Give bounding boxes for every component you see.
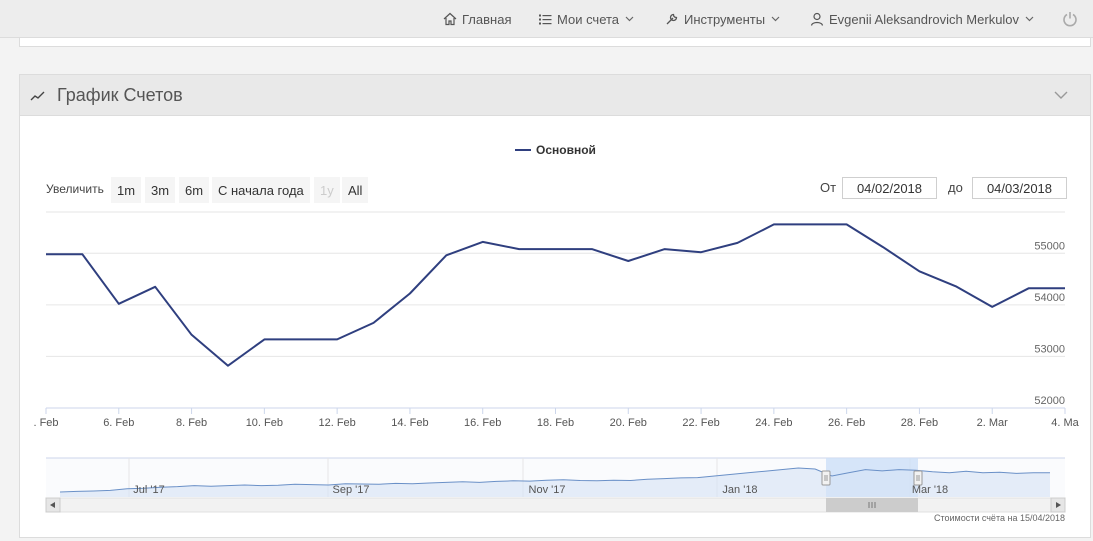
navigator-tick-label: Jan '18 bbox=[722, 484, 757, 496]
previous-panel-bottom bbox=[19, 38, 1091, 47]
x-tick-label: 22. Feb bbox=[682, 417, 719, 429]
zoom-1m-button[interactable]: 1m bbox=[111, 177, 142, 203]
arrow-right-icon bbox=[1056, 502, 1061, 508]
legend-swatch bbox=[515, 149, 531, 151]
zoom-all-button[interactable]: All bbox=[342, 177, 369, 203]
chevron-down-icon[interactable] bbox=[1052, 86, 1070, 104]
x-tick-label: 18. Feb bbox=[537, 417, 574, 429]
nav-accounts-menu[interactable]: Мои счета bbox=[538, 0, 634, 38]
list-icon bbox=[539, 14, 552, 25]
nav-user-label: Evgenii Aleksandrovich Merkulov bbox=[829, 11, 1020, 27]
nav-home-label: Главная bbox=[462, 11, 512, 27]
navigator-tick-label: Sep '17 bbox=[333, 484, 370, 496]
legend-item[interactable]: Основной bbox=[515, 143, 596, 157]
top-navbar: Главная Мои счета Инструменты Evgenii Al… bbox=[0, 0, 1093, 38]
x-tick-label: 26. Feb bbox=[828, 417, 865, 429]
legend-label: Основной bbox=[536, 143, 596, 157]
zoom-ytd-button[interactable]: С начала года bbox=[212, 177, 310, 203]
user-icon bbox=[810, 12, 824, 26]
wrench-icon bbox=[666, 13, 678, 25]
navigator-handle[interactable] bbox=[913, 470, 923, 486]
nav-home-link[interactable]: Главная bbox=[443, 0, 511, 38]
nav-accounts-label: Мои счета bbox=[557, 11, 620, 27]
range-to-label: до bbox=[948, 180, 963, 195]
chevron-down-icon bbox=[1025, 16, 1034, 22]
navigator-handle[interactable] bbox=[821, 470, 831, 486]
chevron-down-icon bbox=[625, 16, 634, 22]
y-tick-label: 54000 bbox=[1034, 292, 1065, 304]
navigator-tick-label: Mar '18 bbox=[912, 484, 948, 496]
x-tick-label: . Feb bbox=[33, 417, 58, 429]
navigator-area bbox=[60, 468, 1050, 497]
x-tick-label: 20. Feb bbox=[610, 417, 647, 429]
scrollbar-grip-icon bbox=[868, 502, 876, 508]
navigator-tick-label: Nov '17 bbox=[529, 484, 566, 496]
zoom-3m-button[interactable]: 3m bbox=[145, 177, 176, 203]
zoom-label: Увеличить bbox=[46, 182, 104, 196]
navigator-tick-label: Jul '17 bbox=[133, 484, 164, 496]
power-icon bbox=[1063, 12, 1077, 27]
x-tick-label: 2. Mar bbox=[977, 417, 1009, 429]
x-tick-label: 6. Feb bbox=[103, 417, 134, 429]
range-from-input[interactable]: 04/02/2018 bbox=[842, 177, 937, 199]
series-line-osnovnoy[interactable] bbox=[46, 223, 1065, 367]
x-tick-label: 16. Feb bbox=[464, 417, 501, 429]
y-tick-label: 55000 bbox=[1034, 240, 1065, 252]
line-chart-icon bbox=[30, 91, 45, 101]
x-tick-label: 10. Feb bbox=[246, 417, 283, 429]
accounts-chart-panel: График Счетов Основной Увеличить 1m 3m 6… bbox=[19, 74, 1091, 538]
logout-button[interactable] bbox=[1062, 0, 1078, 38]
arrow-left-icon bbox=[50, 502, 55, 508]
footer-note: Стоимости счёта на 15/04/2018 bbox=[933, 513, 1065, 523]
y-tick-label: 53000 bbox=[1034, 343, 1065, 355]
x-tick-label: 12. Feb bbox=[318, 417, 355, 429]
line-chart: 55000 54000 53000 52000 . Feb 6. Feb 8. Feb 10.… bbox=[33, 211, 1080, 513]
range-to-input[interactable]: 04/03/2018 bbox=[972, 177, 1067, 199]
zoom-6m-button[interactable]: 6m bbox=[179, 177, 210, 203]
nav-tools-menu[interactable]: Инструменты bbox=[665, 0, 780, 38]
y-tick-label: 52000 bbox=[1034, 395, 1065, 407]
x-tick-label: 8. Feb bbox=[176, 417, 207, 429]
panel-header: График Счетов bbox=[20, 75, 1090, 116]
x-tick-label: 4. Ma bbox=[1051, 417, 1079, 429]
nav-user-menu[interactable]: Evgenii Aleksandrovich Merkulov bbox=[810, 0, 1034, 38]
nav-tools-label: Инструменты bbox=[684, 11, 766, 27]
home-icon bbox=[443, 12, 457, 26]
x-tick-label: 24. Feb bbox=[755, 417, 792, 429]
x-tick-label: 28. Feb bbox=[901, 417, 938, 429]
zoom-1y-button[interactable]: 1y bbox=[314, 177, 340, 203]
navigator-series-line bbox=[59, 467, 1050, 493]
range-from-label: От bbox=[820, 180, 837, 195]
x-tick-label: 14. Feb bbox=[391, 417, 428, 429]
chevron-down-icon bbox=[771, 16, 780, 22]
panel-title: График Счетов bbox=[57, 85, 183, 105]
